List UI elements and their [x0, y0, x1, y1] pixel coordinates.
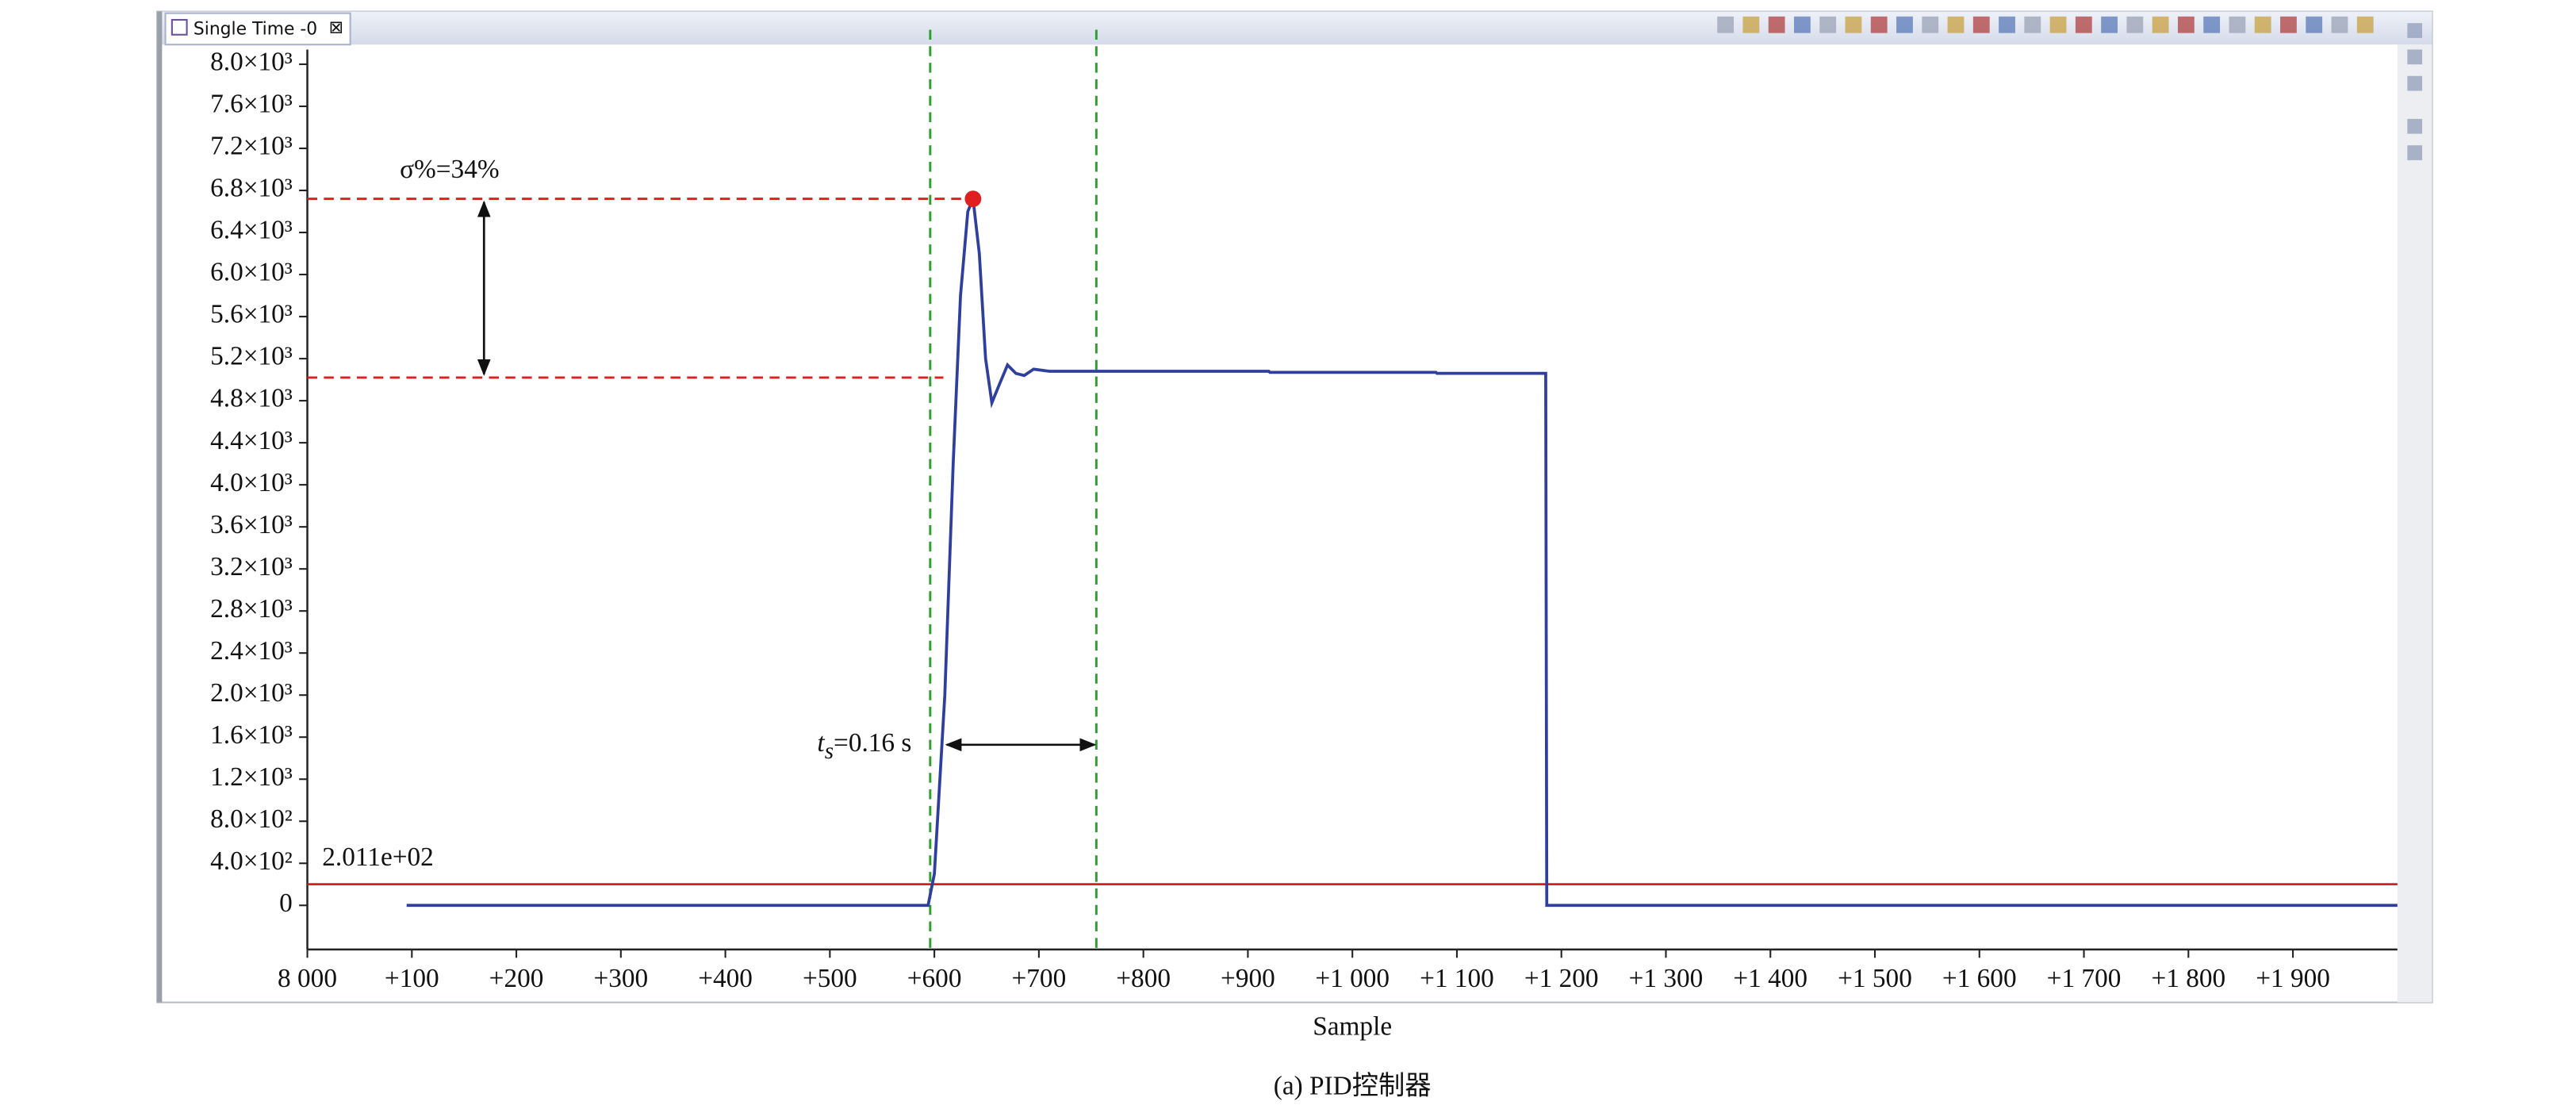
toolbar-button[interactable]: [2075, 16, 2092, 33]
side-button[interactable]: [2407, 49, 2423, 65]
y-tick-label: 7.6×10³: [210, 90, 293, 119]
y-tick-label: 8.0×10³: [210, 48, 293, 77]
overshoot-label: σ%=34%: [400, 155, 500, 184]
plot-area: 0 4.0×10² 8.0×10² 1.2×10³ 1.6×10³ 2.0×10³ 2.4×…: [210, 29, 2398, 1100]
toolbar-button[interactable]: [1922, 16, 1939, 33]
x-tick-label: +1 600: [1942, 964, 2017, 993]
y-tick-label: 0: [279, 888, 293, 918]
x-tick-label: +300: [593, 964, 648, 993]
x-tick-label: +1 100: [1420, 964, 1494, 993]
y-tick-label: 3.6×10³: [210, 510, 293, 539]
x-tick-label: +500: [803, 964, 857, 993]
y-tick-label: 8.0×10²: [210, 804, 293, 834]
y-tick-label: 1.2×10³: [210, 762, 293, 792]
side-button[interactable]: [2407, 23, 2423, 38]
y-tick-label: 6.0×10³: [210, 258, 293, 287]
y-tick-label: 5.6×10³: [210, 300, 293, 329]
y-tick-label: 4.4×10³: [210, 426, 293, 455]
toolbar-button[interactable]: [2229, 16, 2246, 33]
tab[interactable]: [164, 12, 351, 46]
toolbar-button[interactable]: [1845, 16, 1862, 33]
settling-label: ts=0.16 s: [817, 727, 911, 763]
data-line: [406, 193, 2398, 908]
toolbar-button[interactable]: [2126, 16, 2144, 33]
settling-subscript: s: [825, 739, 834, 764]
toolbar-button[interactable]: [1947, 16, 1965, 33]
x-tick-label: 8 000: [278, 964, 337, 993]
window-frame: [156, 10, 2433, 1004]
toolbar-button[interactable]: [2177, 16, 2195, 33]
toolbar-button[interactable]: [2101, 16, 2118, 33]
x-tick-label: +1 500: [1838, 964, 1912, 993]
x-tick-label: +1 300: [1629, 964, 1704, 993]
tab-title: Single Time -0: [194, 19, 317, 39]
tab-close[interactable]: ⊠: [329, 17, 343, 37]
toolbar-button[interactable]: [1999, 16, 2015, 33]
y-tick-label: 4.8×10³: [210, 384, 293, 413]
toolbar-button[interactable]: [2356, 16, 2374, 33]
toolbar-button[interactable]: [2306, 16, 2323, 33]
toolbar-button[interactable]: [1972, 16, 1990, 33]
y-tick-label: 1.6×10³: [210, 720, 293, 750]
tab-icon: [171, 18, 188, 36]
y-tick-label: 2.8×10³: [210, 594, 293, 624]
y-tick-label: 4.0×10²: [210, 846, 293, 876]
threshold-label: 2.011e+02: [322, 842, 434, 872]
y-tick-label: 2.4×10³: [210, 636, 293, 666]
toolbar: [1717, 16, 2423, 160]
y-tick-label: 6.4×10³: [210, 216, 293, 245]
toolbar-button[interactable]: [1870, 16, 1888, 33]
x-tick-label: +1 200: [1524, 964, 1599, 993]
x-axis-label: Sample: [1313, 1011, 1392, 1041]
x-tick-label: +1 800: [2151, 964, 2225, 993]
toolbar-button[interactable]: [2254, 16, 2271, 33]
toolbar-button[interactable]: [2280, 16, 2297, 33]
x-tick-label: +400: [698, 964, 753, 993]
settling-symbol: t: [817, 727, 825, 757]
window-edge: [157, 11, 163, 1003]
y-tick-label: 4.0×10³: [210, 468, 293, 497]
side-button[interactable]: [2407, 75, 2423, 91]
y-tick-label: 6.8×10³: [210, 174, 293, 203]
settling-text: =0.16 s: [834, 727, 911, 757]
y-tick-label: 3.2×10³: [210, 552, 293, 581]
x-tick-label: +1 000: [1315, 964, 1390, 993]
y-tick-label: 2.0×10³: [210, 678, 293, 708]
side-button[interactable]: [2407, 118, 2423, 134]
side-button[interactable]: [2407, 145, 2423, 160]
peak-marker: [964, 190, 982, 208]
toolbar-button[interactable]: [2152, 16, 2169, 33]
x-tick-label: +900: [1221, 964, 1275, 993]
caption: (a) PID控制器: [1274, 1071, 1432, 1100]
side-toolbar: [2397, 44, 2432, 1003]
toolbar-button[interactable]: [1742, 16, 1760, 33]
x-tick-label: +100: [385, 964, 439, 993]
x-tick-label: +200: [489, 964, 544, 993]
x-tick-label: +800: [1116, 964, 1171, 993]
toolbar-button[interactable]: [1717, 16, 1735, 33]
y-tick-label: 7.2×10³: [210, 132, 293, 161]
toolbar-button[interactable]: [2203, 16, 2221, 33]
toolbar-button[interactable]: [1896, 16, 1913, 33]
x-tick-label: +600: [907, 964, 962, 993]
toolbar-button[interactable]: [2331, 16, 2348, 33]
x-tick-label: +700: [1012, 964, 1067, 993]
x-tick-label: +1 900: [2256, 964, 2330, 993]
x-tick-label: +1 700: [2047, 964, 2122, 993]
x-tick-label: +1 400: [1733, 964, 1807, 993]
toolbar-button[interactable]: [2024, 16, 2041, 33]
toolbar-button[interactable]: [2049, 16, 2067, 33]
toolbar-button[interactable]: [1768, 16, 1785, 33]
toolbar-button[interactable]: [1794, 16, 1811, 33]
toolbar-button[interactable]: [1819, 16, 1837, 33]
y-tick-label: 5.2×10³: [210, 342, 293, 371]
